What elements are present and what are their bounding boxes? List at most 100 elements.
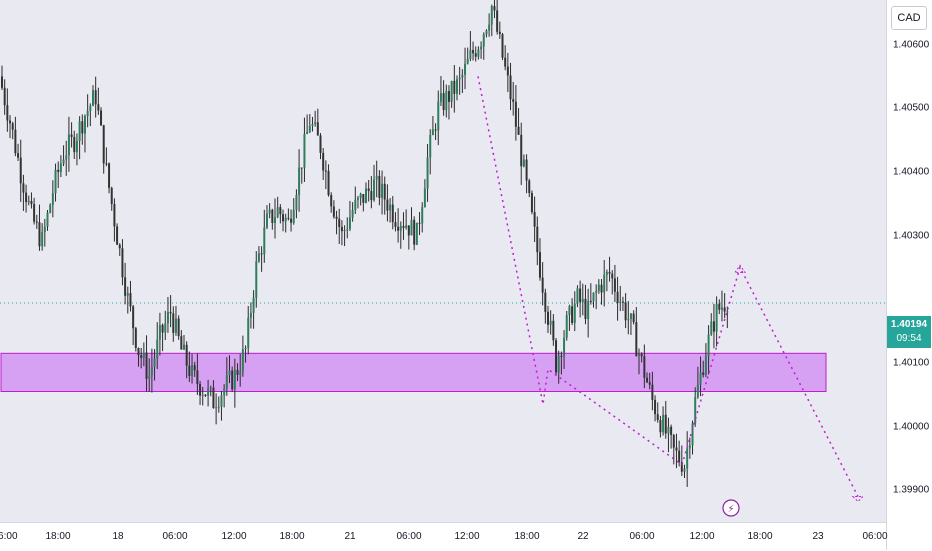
candle-body <box>696 384 699 398</box>
candle-body <box>252 297 255 313</box>
candle-body <box>538 252 541 278</box>
candle-body <box>477 49 480 57</box>
candle-body <box>370 191 373 201</box>
time-axis[interactable]: 06:00 18:00 18 06:00 12:00 18:00 21 06:00 12:00 1… <box>0 522 888 551</box>
candle-body <box>629 313 632 320</box>
candle-body <box>322 152 325 171</box>
time-tick-label: 06:00 <box>162 531 188 542</box>
time-tick-label: 12:00 <box>454 531 480 542</box>
candle-body <box>576 288 579 304</box>
candle-body <box>686 448 689 469</box>
candle-body <box>560 355 563 357</box>
candle-body <box>22 183 25 193</box>
candle-body <box>158 324 161 340</box>
candle-body <box>276 207 279 218</box>
time-tick-label: 18 <box>112 531 124 542</box>
candle-body <box>447 91 450 102</box>
candle-body <box>183 344 185 350</box>
candle-body <box>670 426 673 436</box>
candle-body <box>638 354 640 357</box>
time-tick-label: 18:00 <box>514 531 540 542</box>
candle-body <box>616 291 619 304</box>
candle-body <box>97 104 100 111</box>
candle-body <box>437 101 440 131</box>
candle-body <box>485 30 488 35</box>
candle-body <box>589 300 592 302</box>
candle-body <box>327 171 330 196</box>
candle-body <box>418 222 421 224</box>
candle-body <box>65 155 68 160</box>
candle-body <box>113 204 116 227</box>
candle-body <box>207 388 210 396</box>
candle-body <box>520 134 523 167</box>
candle-body <box>389 204 392 211</box>
candle-body <box>319 135 322 153</box>
candle-body <box>501 34 504 58</box>
candle-body <box>581 298 584 303</box>
candle-body <box>356 197 359 200</box>
candle-body <box>469 49 472 59</box>
candle-body <box>110 187 113 205</box>
currency-label[interactable]: CAD <box>891 6 927 30</box>
candle-body <box>284 217 287 222</box>
candle-body <box>188 365 191 377</box>
candle-body <box>533 211 536 227</box>
candle-body <box>59 163 62 172</box>
candle-body <box>92 90 94 106</box>
candle-body <box>100 110 103 126</box>
candle-body <box>413 219 416 245</box>
candle-body <box>177 318 180 337</box>
candle-body <box>718 303 721 310</box>
candle-body <box>383 183 386 200</box>
candle-body <box>399 226 402 231</box>
candle-body <box>643 356 646 378</box>
candle-body <box>83 116 86 134</box>
last-price-label: 1.40194 09:54 <box>887 316 931 348</box>
candle-body <box>338 218 341 228</box>
candle-body <box>619 301 622 304</box>
candle-body <box>450 80 453 102</box>
candle-body <box>605 272 608 275</box>
candle-body <box>587 300 590 319</box>
candle-body <box>134 328 137 349</box>
candle-body <box>579 288 582 303</box>
candle-body <box>351 210 354 218</box>
price-tick-label: 1.40000 <box>893 421 930 432</box>
candle-body <box>94 90 97 105</box>
candle-body <box>19 157 22 184</box>
candle-body <box>220 395 223 407</box>
candle-body <box>196 370 199 385</box>
candle-body <box>410 219 413 236</box>
candle-body <box>482 34 485 47</box>
candle-body <box>407 225 410 236</box>
candle-body <box>43 226 46 233</box>
price-tick-label: 1.40100 <box>893 357 930 369</box>
candle-body <box>367 188 370 192</box>
candle-body <box>415 222 418 245</box>
candle-body <box>311 123 314 126</box>
price-tick-label: 1.40300 <box>893 230 930 242</box>
candle-body <box>54 169 57 194</box>
plot-area[interactable] <box>0 0 886 522</box>
candle-body <box>429 134 432 158</box>
candle-body <box>180 336 183 350</box>
candle-body <box>268 209 271 214</box>
candle-body <box>375 175 378 180</box>
price-axis[interactable]: CAD 1.40600 1.40500 1.40400 1.40300 1.40100 1… <box>886 0 932 550</box>
candle-body <box>150 367 153 376</box>
candle-body <box>78 121 81 141</box>
candle-body <box>241 349 244 372</box>
candle-body <box>86 110 89 117</box>
candle-body <box>49 204 52 213</box>
price-tick-label: 1.39900 <box>893 484 930 496</box>
candle-body <box>573 303 576 323</box>
candlestick-chart[interactable]: ⚡ <box>0 0 886 522</box>
candle-body <box>694 397 697 424</box>
candle-body <box>480 46 483 50</box>
candle-body <box>354 199 357 211</box>
candle-body <box>456 79 458 94</box>
event-icon-glyph: ⚡ <box>727 504 734 515</box>
candle-body <box>25 192 28 203</box>
candle-body <box>555 340 558 373</box>
